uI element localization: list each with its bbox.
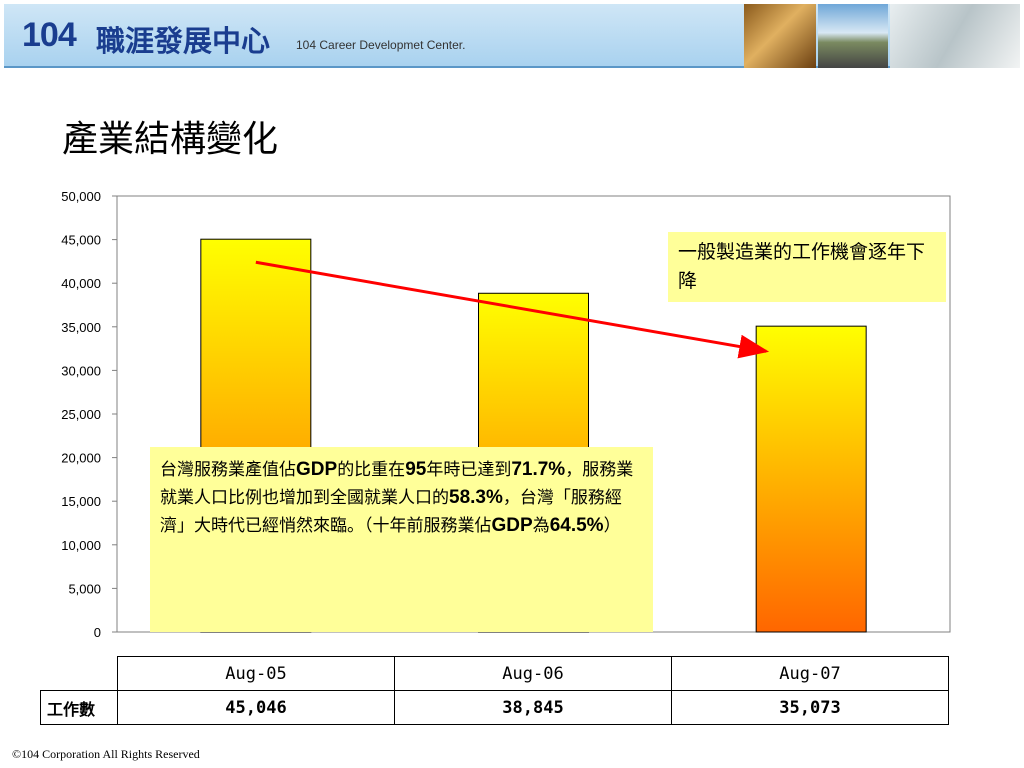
y-tick-label: 0 bbox=[94, 625, 101, 640]
table-header-row: Aug-05 Aug-06 Aug-07 bbox=[41, 656, 949, 691]
callout-service-economy: 台灣服務業產值佔GDP的比重在95年時已達到71.7%，服務業就業人口比例也增加… bbox=[150, 447, 653, 632]
table-value-cell: 35,073 bbox=[671, 690, 949, 725]
callout-highlight: 58.3% bbox=[449, 487, 503, 508]
copyright-footer: ©104 Corporation All Rights Reserved bbox=[12, 747, 200, 761]
y-tick-label: 10,000 bbox=[61, 538, 101, 553]
callout-text: ） bbox=[603, 516, 621, 536]
callout-text: ，台灣「服務經濟」大時代已經悄然來臨。（十年前服務業佔 bbox=[160, 488, 622, 536]
table-row: 工作數 45,046 38,845 35,073 bbox=[40, 690, 949, 725]
callout-highlight: GDP bbox=[296, 459, 338, 480]
logo-chinese-name: 職涯發展中心 bbox=[96, 24, 271, 58]
table-value-cell: 38,845 bbox=[394, 690, 672, 725]
y-tick-label: 15,000 bbox=[61, 494, 101, 509]
table-row-label: 工作數 bbox=[40, 690, 118, 725]
compass-photo bbox=[744, 4, 816, 68]
trend-arrow bbox=[255, 260, 770, 359]
road-photo bbox=[818, 4, 888, 68]
header-banner: 104 職涯發展中心 104 Career Developmet Center. bbox=[4, 4, 1020, 68]
bar-aug-07 bbox=[755, 325, 867, 633]
callout-text: ，服務業就業人口比例也增加到全國就業人口的 bbox=[160, 460, 634, 508]
callout-manufacturing: 一般製造業的工作機會逐年下降 bbox=[668, 232, 946, 302]
y-tick-label: 30,000 bbox=[61, 363, 101, 378]
callout-highlight: 95 bbox=[405, 459, 427, 480]
y-tick-label: 50,000 bbox=[61, 189, 101, 204]
y-tick-label: 45,000 bbox=[61, 233, 101, 248]
table-header-cell: Aug-07 bbox=[671, 656, 949, 691]
callout-text: 台灣服務業產值佔 bbox=[160, 460, 296, 480]
logo-number: 104 bbox=[22, 16, 77, 54]
y-tick-label: 35,000 bbox=[61, 320, 101, 335]
callout-text: 年時已達到 bbox=[426, 460, 512, 480]
paper-photo bbox=[890, 4, 1020, 68]
logo-english-name: 104 Career Developmet Center. bbox=[296, 38, 466, 52]
table-header-cell: Aug-06 bbox=[394, 656, 672, 691]
y-tick-label: 25,000 bbox=[61, 407, 101, 422]
data-table: Aug-05 Aug-06 Aug-07 工作數 45,046 38,845 3… bbox=[40, 656, 949, 725]
table-header-cell: Aug-05 bbox=[117, 656, 395, 691]
y-tick-label: 40,000 bbox=[61, 276, 101, 291]
callout-text: 的比重在 bbox=[337, 460, 406, 480]
callout-highlight: 71.7% bbox=[511, 459, 566, 480]
callout-highlight: GDP bbox=[491, 515, 533, 536]
y-tick-label: 5,000 bbox=[68, 581, 101, 596]
callout-text: 為 bbox=[532, 516, 550, 536]
callout-highlight: 64.5% bbox=[549, 515, 604, 536]
slide-title: 產業結構變化 bbox=[62, 119, 279, 160]
table-corner bbox=[41, 657, 118, 691]
table-value-cell: 45,046 bbox=[117, 690, 395, 725]
y-tick-label: 20,000 bbox=[61, 451, 101, 466]
